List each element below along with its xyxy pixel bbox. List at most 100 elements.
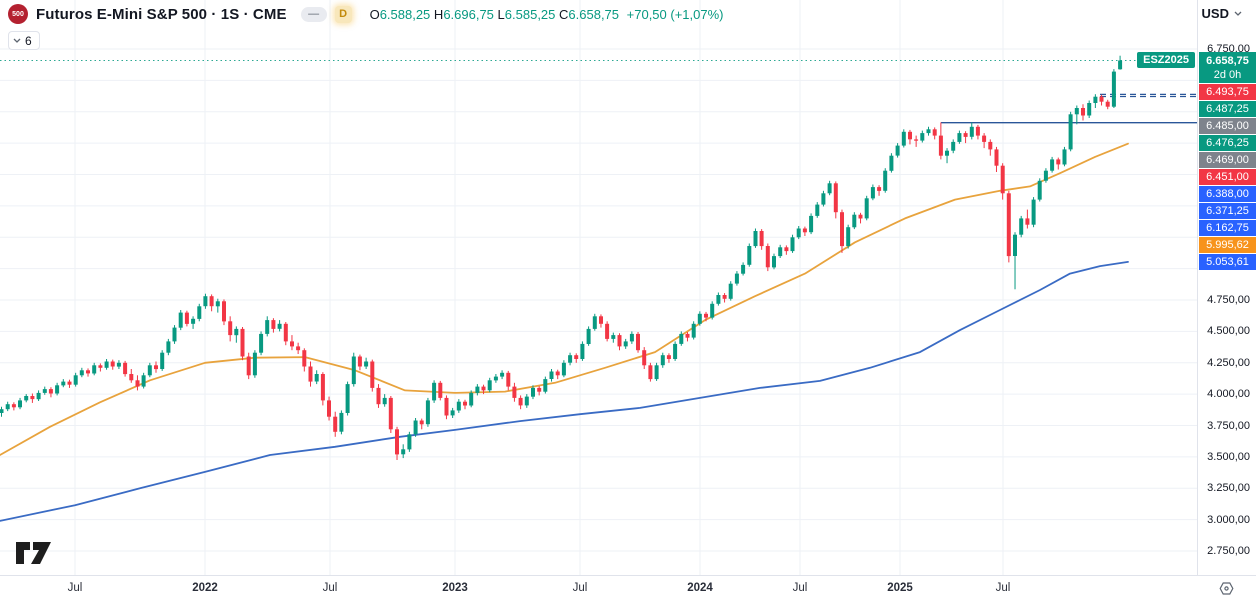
candle-body: [61, 381, 66, 386]
candle-body: [129, 374, 134, 381]
candle-body: [283, 323, 288, 342]
candle-body: [877, 187, 882, 191]
candle-body: [1019, 218, 1024, 235]
candle-body: [154, 365, 158, 370]
candle-body: [673, 343, 678, 359]
candle-body: [141, 375, 146, 387]
candle-body: [320, 374, 325, 401]
candle-body: [870, 187, 875, 199]
low-label: L: [497, 6, 505, 22]
candle-body: [932, 129, 937, 136]
price-tick-label: 4.000,00: [1207, 388, 1250, 401]
candle-body: [1000, 165, 1005, 194]
candle-body: [290, 341, 294, 347]
candle-body: [203, 296, 208, 307]
candle-body: [759, 231, 764, 247]
price-tick-label: 3.750,00: [1207, 419, 1250, 432]
moving-average-slow: [0, 260, 1129, 522]
candle-body: [370, 361, 375, 388]
candle-body: [697, 313, 702, 324]
candle-body: [314, 374, 319, 382]
candle-body: [222, 301, 226, 322]
candle-body: [555, 371, 560, 376]
candle-body: [561, 362, 566, 376]
last-price-label: 6.658,75 2d 0h: [1199, 52, 1256, 83]
candle-body: [1025, 218, 1030, 225]
price-level-label: 6.493,75: [1199, 84, 1256, 100]
time-tick-label: Jul: [572, 582, 588, 594]
candle-body: [852, 214, 857, 228]
price-level-label: 6.451,00: [1199, 169, 1256, 185]
low-value: 6.585,25: [504, 6, 556, 22]
candle-body: [685, 333, 690, 338]
candle-body: [537, 387, 542, 392]
candle-body: [419, 420, 424, 425]
candle-body: [1062, 149, 1067, 165]
candle-body: [629, 333, 634, 342]
price-scale[interactable]: 6.750,00 4.750,00 4.500,00 4.250,00 4.000,00…: [1197, 0, 1256, 575]
market-status-icon[interactable]: —: [300, 6, 327, 22]
candle-body: [407, 434, 412, 450]
price-tick-label: 4.750,00: [1207, 294, 1250, 306]
candle-body: [104, 361, 109, 368]
candle-body: [191, 318, 196, 324]
candle-body: [1087, 103, 1092, 116]
candle-body: [197, 306, 202, 319]
time-tick-label: 2023: [442, 582, 468, 594]
delayed-data-badge[interactable]: D: [334, 5, 352, 23]
time-axis[interactable]: Jul 2022 Jul 2023 Jul 2024 Jul 2025 Jul: [0, 575, 1256, 602]
high-label: H: [433, 6, 444, 22]
candle-body: [11, 404, 16, 408]
candle-body: [605, 323, 610, 339]
candle-body: [1006, 193, 1011, 257]
price-tick-label: 4.250,00: [1207, 356, 1250, 369]
chevron-down-icon: [1234, 11, 1242, 16]
candle-body: [339, 412, 344, 432]
candle-body: [778, 247, 783, 257]
price-level-label: 6.162,75: [1199, 220, 1256, 236]
candle-body: [135, 380, 140, 387]
candle-body: [147, 365, 152, 376]
candle-body: [376, 387, 381, 405]
candle-body: [531, 387, 535, 397]
candle-body: [963, 133, 968, 137]
candle-body: [802, 228, 807, 233]
candle-body: [98, 365, 103, 368]
candle-body: [450, 410, 455, 416]
candle-body: [86, 370, 90, 374]
price-chart[interactable]: [0, 0, 1197, 575]
candle-body: [679, 333, 684, 344]
currency-selector[interactable]: USD: [1202, 6, 1242, 21]
candle-body: [259, 333, 264, 353]
candle-body: [765, 246, 770, 268]
candle-body: [988, 141, 993, 150]
price-level-label: 6.371,25: [1199, 203, 1256, 219]
candle-body: [691, 323, 696, 338]
contract-tag: ESZ2025: [1137, 52, 1195, 68]
candle-body: [666, 355, 671, 359]
candle-body: [92, 365, 97, 374]
tradingview-watermark-icon: [16, 542, 51, 564]
price-tick-label: 3.000,00: [1207, 513, 1250, 526]
scale-settings-icon[interactable]: [1219, 581, 1234, 601]
candle-body: [654, 365, 659, 380]
candle-body: [1056, 159, 1061, 165]
candle-body: [908, 131, 912, 140]
objects-tree-collapse-button[interactable]: 6: [8, 31, 40, 50]
symbol-title[interactable]: Futuros E-Mini S&P 500 · 1S · CME: [36, 5, 287, 23]
candle-body: [110, 361, 115, 367]
candle-body: [438, 382, 443, 398]
candle-body: [79, 370, 84, 376]
candle-body: [67, 381, 72, 385]
candle-body: [246, 356, 251, 376]
price-tick-label: 3.500,00: [1207, 450, 1250, 463]
candle-body: [790, 237, 795, 252]
price-level-label: 5.995,62: [1199, 237, 1256, 253]
price-tick-label: 3.250,00: [1207, 482, 1250, 495]
candle-body: [1074, 108, 1079, 115]
candle-body: [55, 385, 60, 394]
price-tick-label: 4.500,00: [1207, 325, 1250, 338]
candle-body: [42, 389, 47, 393]
candle-body: [1013, 234, 1017, 256]
candle-body: [36, 392, 41, 400]
